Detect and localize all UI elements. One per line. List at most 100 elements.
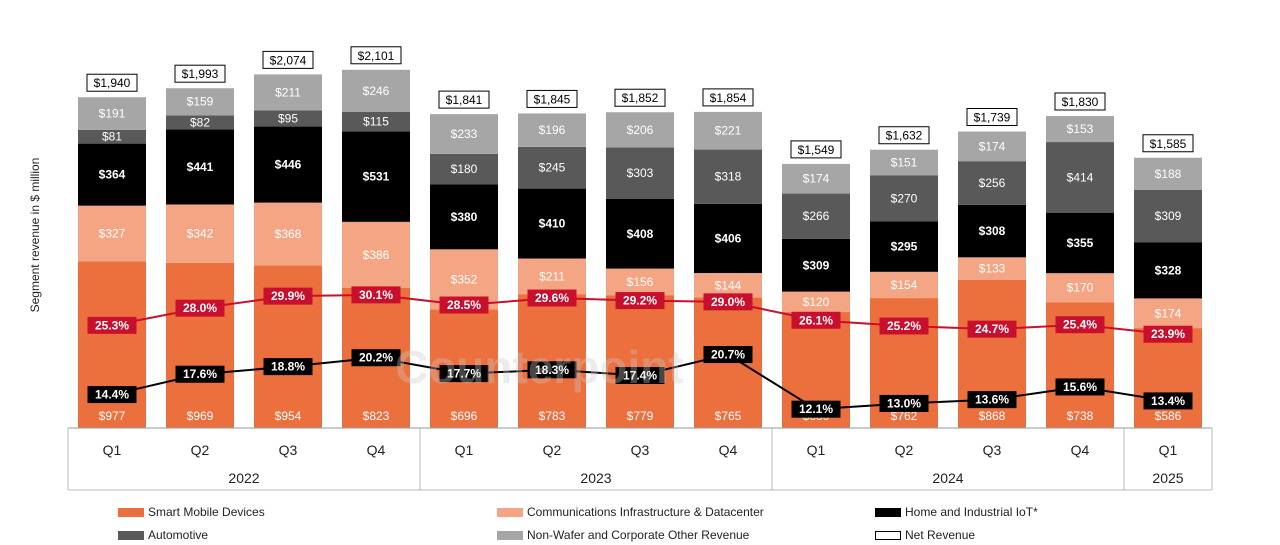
bar-value-label: $191 — [99, 107, 126, 121]
bar-value-label: $364 — [99, 168, 126, 182]
bar-value-label: $82 — [190, 115, 210, 129]
net-revenue-label: $1,585 — [1150, 137, 1187, 151]
year-label: 2025 — [1152, 470, 1183, 486]
net-revenue-label: $2,074 — [270, 53, 307, 67]
bar-segment — [606, 268, 674, 296]
margin-label-box — [527, 361, 577, 379]
bar-segment — [782, 163, 850, 194]
net-revenue-box — [1142, 134, 1194, 153]
margin-label: 29.2% — [623, 294, 657, 308]
x-tick-label: Q1 — [103, 442, 122, 458]
margin-label: 30.1% — [359, 288, 393, 302]
bar-value-label: $762 — [891, 409, 918, 423]
bar-segment — [342, 69, 410, 112]
net-revenue-box — [438, 90, 490, 109]
bar-segment — [958, 131, 1026, 162]
bar-segment — [870, 271, 938, 299]
legend-label: Smart Mobile Devices — [148, 505, 265, 519]
year-label: 2023 — [580, 470, 611, 486]
bar-value-label: $586 — [1155, 409, 1182, 423]
margin-label-box — [879, 317, 929, 335]
margin-label-box — [439, 296, 489, 314]
x-tick-label: Q2 — [543, 442, 562, 458]
bar-value-label: $406 — [715, 231, 742, 245]
x-tick-label: Q3 — [983, 442, 1002, 458]
x-tick-label: Q3 — [279, 442, 298, 458]
legend-swatch — [875, 507, 901, 517]
margin-label-box — [1143, 392, 1193, 410]
bar-segment — [254, 74, 322, 111]
legend-item: Automotive — [118, 527, 208, 543]
bar-segment — [958, 257, 1026, 281]
net-revenue-box — [350, 46, 402, 65]
margin-label: 28.0% — [183, 301, 217, 315]
legend-label: Home and Industrial IoT* — [905, 505, 1038, 519]
bar-segment — [606, 147, 674, 200]
bar-segment — [342, 131, 410, 222]
bar-segment — [430, 114, 498, 154]
bar-value-label: $159 — [187, 95, 214, 109]
bar-value-label: $738 — [1067, 409, 1094, 423]
margin-label-box — [263, 287, 313, 305]
margin-label: 26.1% — [799, 313, 833, 327]
bar-value-label: $270 — [891, 192, 918, 206]
bar-segment — [606, 112, 674, 148]
margin-label: 24.7% — [975, 322, 1009, 336]
bar-value-label: $153 — [1067, 122, 1094, 136]
bar-segment — [518, 258, 586, 295]
bar-segment — [78, 143, 146, 206]
bar-segment — [78, 97, 146, 130]
bar-value-label: $969 — [187, 409, 214, 423]
margin-label: 13.0% — [887, 396, 921, 410]
bar-value-label: $211 — [539, 270, 565, 284]
margin-label-box — [351, 349, 401, 367]
margin-label-box — [967, 391, 1017, 409]
bar-value-label: $342 — [187, 227, 214, 241]
x-tick-label: Q2 — [191, 442, 210, 458]
bar-segment — [342, 111, 410, 132]
bar-segment — [518, 113, 586, 147]
margin-label-box — [967, 320, 1017, 338]
margin-label-box — [439, 365, 489, 383]
x-tick-label: Q1 — [1159, 442, 1178, 458]
net-revenue-label: $1,739 — [974, 111, 1011, 125]
bar-value-label: $308 — [979, 224, 1006, 238]
margin-label-box — [263, 358, 313, 376]
margin-label-box — [1055, 378, 1105, 396]
bar-segment — [430, 184, 498, 250]
bar-value-label: $144 — [715, 278, 742, 292]
bar-value-label: $95 — [278, 111, 298, 125]
bar-value-label: $327 — [99, 227, 126, 241]
margin-label-box — [527, 289, 577, 307]
bar-segment — [342, 221, 410, 288]
bar-value-label: $868 — [979, 409, 1006, 423]
margin-label: 25.2% — [887, 319, 921, 333]
bar-segment — [254, 202, 322, 266]
net-revenue-label: $1,854 — [710, 91, 747, 105]
margin-label-box — [351, 286, 401, 304]
net-revenue-box — [702, 88, 754, 107]
bar-segment — [430, 153, 498, 185]
bar-segment — [1134, 328, 1202, 428]
bar-segment — [166, 204, 234, 263]
bar-value-label: $156 — [627, 275, 654, 289]
legend-item: Non-Wafer and Corporate Other Revenue — [497, 527, 749, 543]
net-revenue-box — [526, 89, 578, 108]
bar-segment — [518, 146, 586, 189]
legend-label: Automotive — [148, 528, 209, 542]
bar-value-label: $446 — [275, 158, 302, 172]
margin-label: 17.7% — [447, 367, 481, 381]
net-revenue-label: $1,830 — [1062, 95, 1099, 109]
bar-value-label: $266 — [803, 209, 830, 223]
net-revenue-label: $1,852 — [622, 91, 659, 105]
bar-value-label: $233 — [451, 127, 478, 141]
bar-value-label: $414 — [1067, 170, 1094, 184]
bar-segment — [606, 295, 674, 428]
bar-value-label: $765 — [715, 409, 742, 423]
bar-value-label: $410 — [539, 217, 566, 231]
margin-label: 15.6% — [1063, 380, 1097, 394]
margin-label: 28.5% — [447, 298, 481, 312]
bar-segment — [870, 221, 938, 272]
bar-value-label: $154 — [891, 278, 918, 292]
